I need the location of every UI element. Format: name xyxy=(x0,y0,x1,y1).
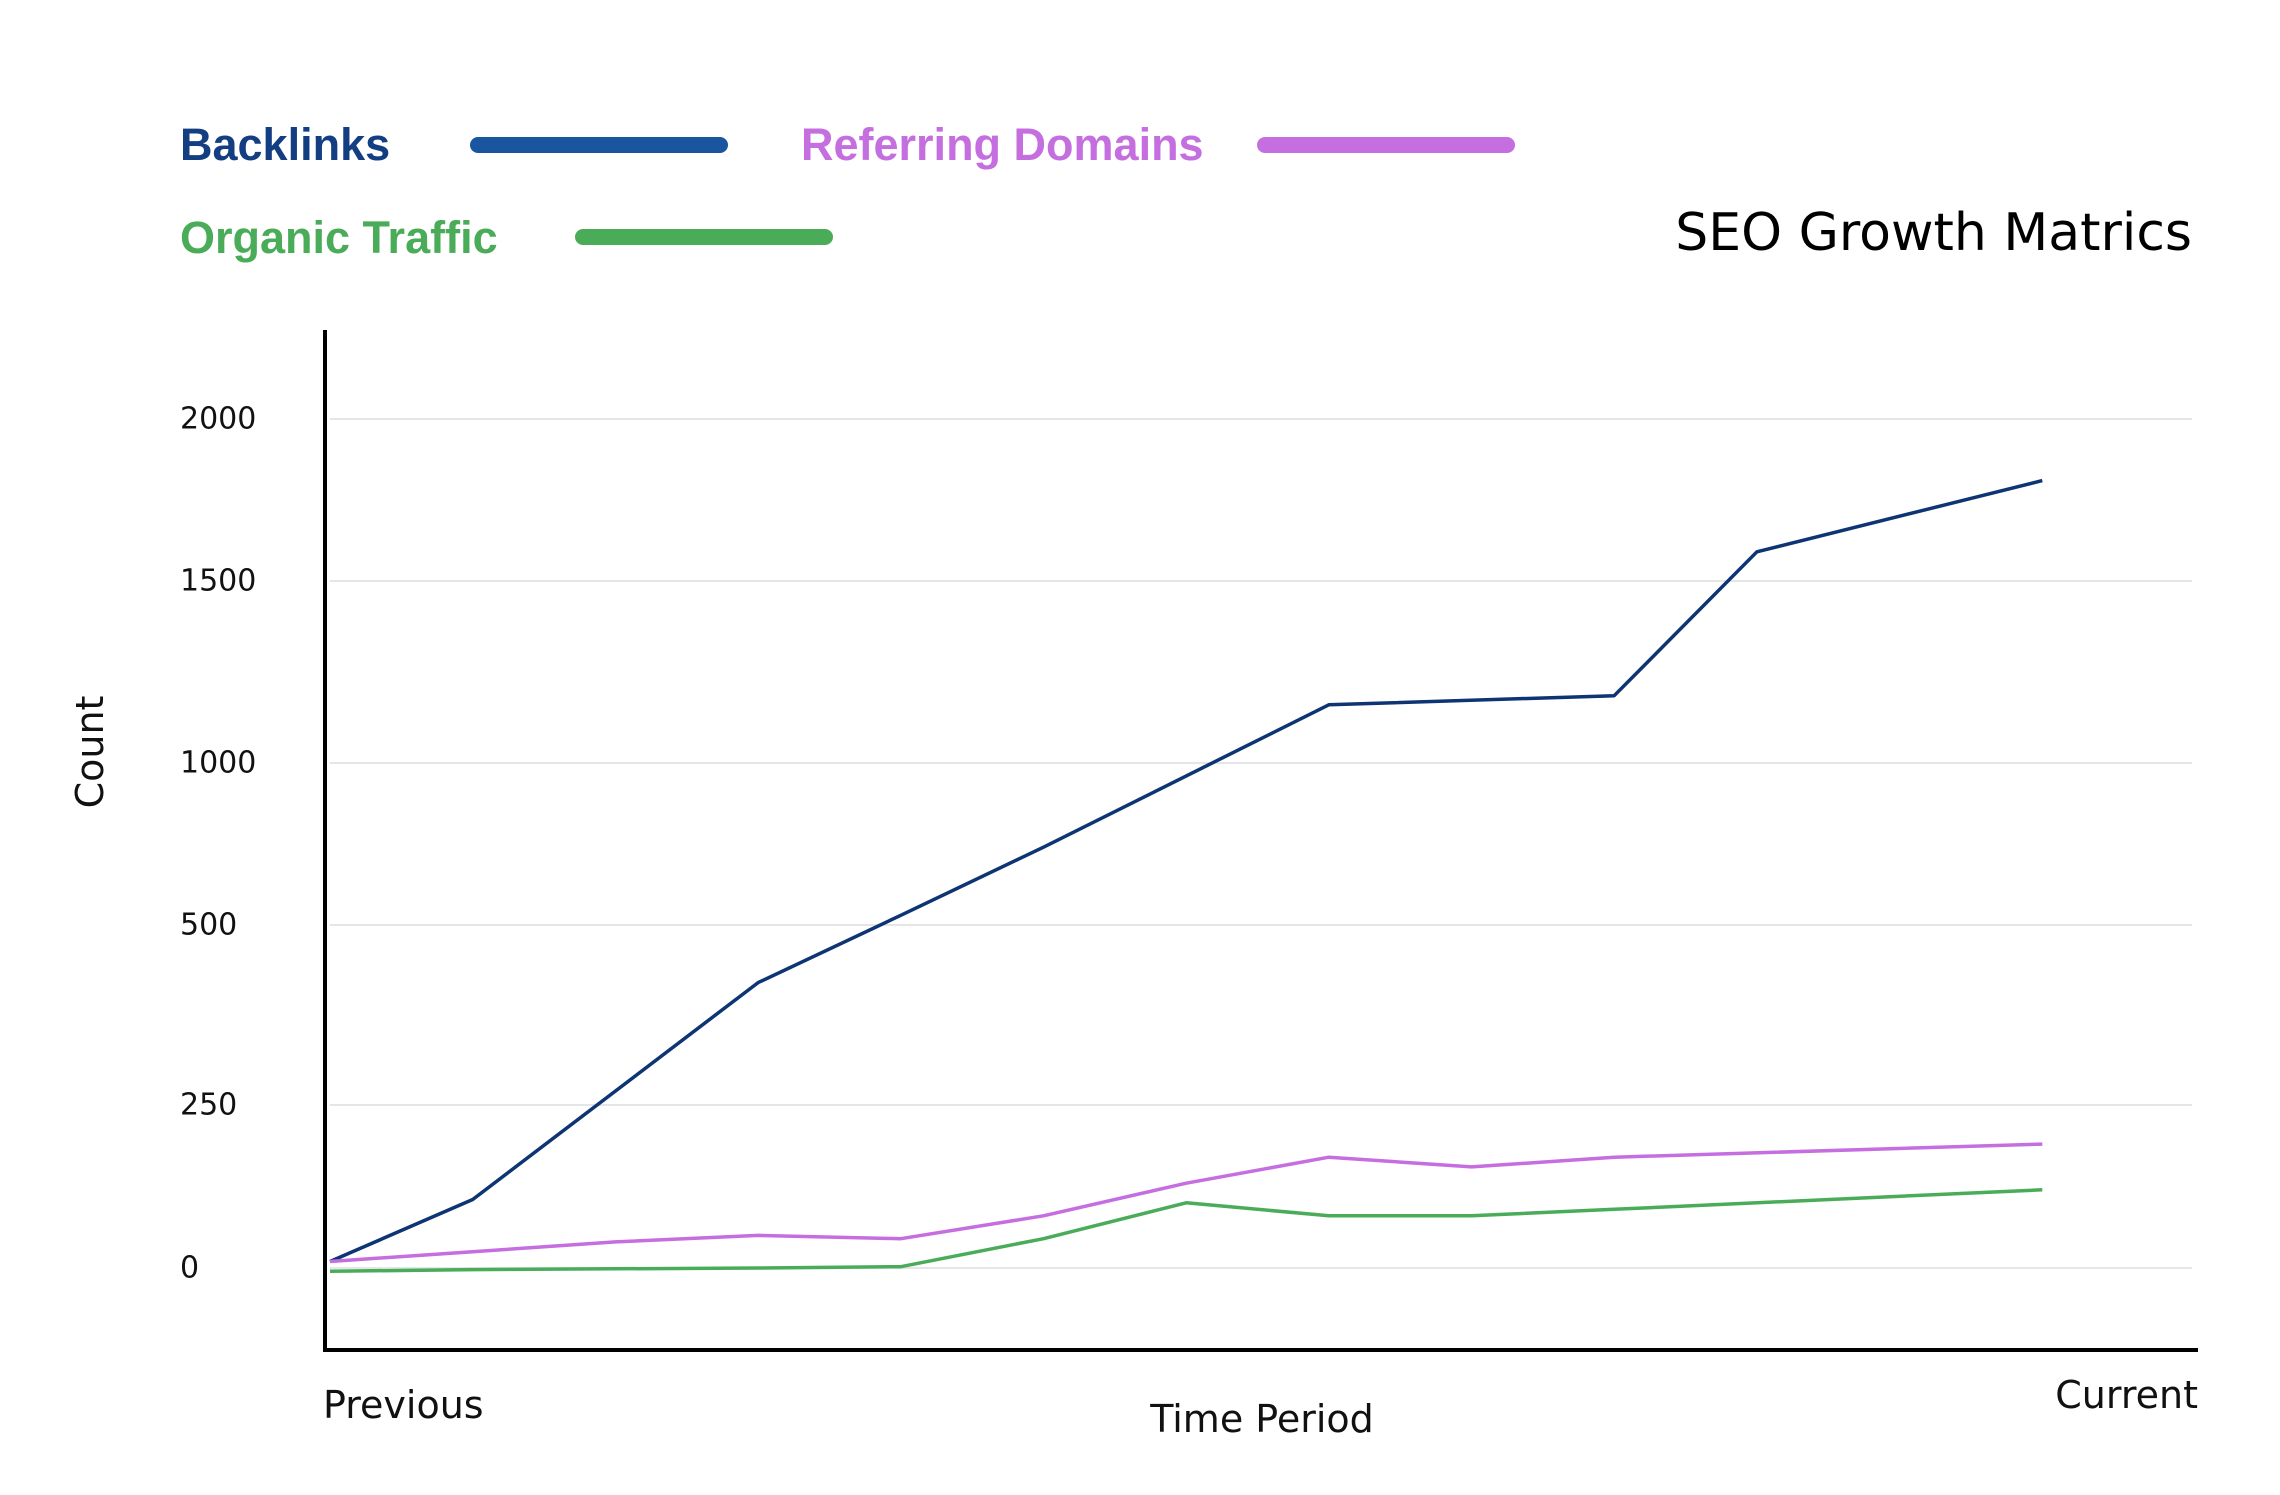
legend-label-organic-traffic: Organic Traffic xyxy=(180,212,498,263)
y-axis-title: Count xyxy=(68,696,112,809)
y-tick-label-500: 500 xyxy=(180,908,237,943)
x-end-label: Current xyxy=(2055,1373,2198,1417)
legend-label-backlinks: Backlinks xyxy=(180,119,390,170)
y-tick-label-0: 0 xyxy=(180,1251,199,1286)
x-start-label: Previous xyxy=(323,1383,484,1427)
series-line-backlinks xyxy=(329,478,2043,1264)
chart-title: SEO Growth Matrics xyxy=(1675,203,2192,263)
legend-item-organic-traffic: Organic Traffic xyxy=(180,212,833,263)
y-tick-label-2000: 2000 xyxy=(180,402,256,437)
series-lines xyxy=(329,478,2043,1274)
legend-item-referring-domains: Referring Domains xyxy=(801,119,1515,170)
series-line-organic-traffic xyxy=(329,1188,2043,1274)
y-tick-labels: 0 250 500 1000 1500 2000 xyxy=(180,402,256,1286)
series-line-referring-domains xyxy=(329,1142,2043,1264)
legend-item-backlinks: Backlinks xyxy=(180,119,728,170)
y-tick-label-1000: 1000 xyxy=(180,746,256,781)
y-tick-label-1500: 1500 xyxy=(180,564,256,599)
gridlines xyxy=(330,418,2192,1269)
legend: Backlinks Referring Domains Organic Traf… xyxy=(180,119,1515,263)
legend-label-referring-domains: Referring Domains xyxy=(801,119,1204,170)
y-tick-label-250: 250 xyxy=(180,1088,237,1123)
x-axis-title: Time Period xyxy=(1149,1397,1374,1441)
